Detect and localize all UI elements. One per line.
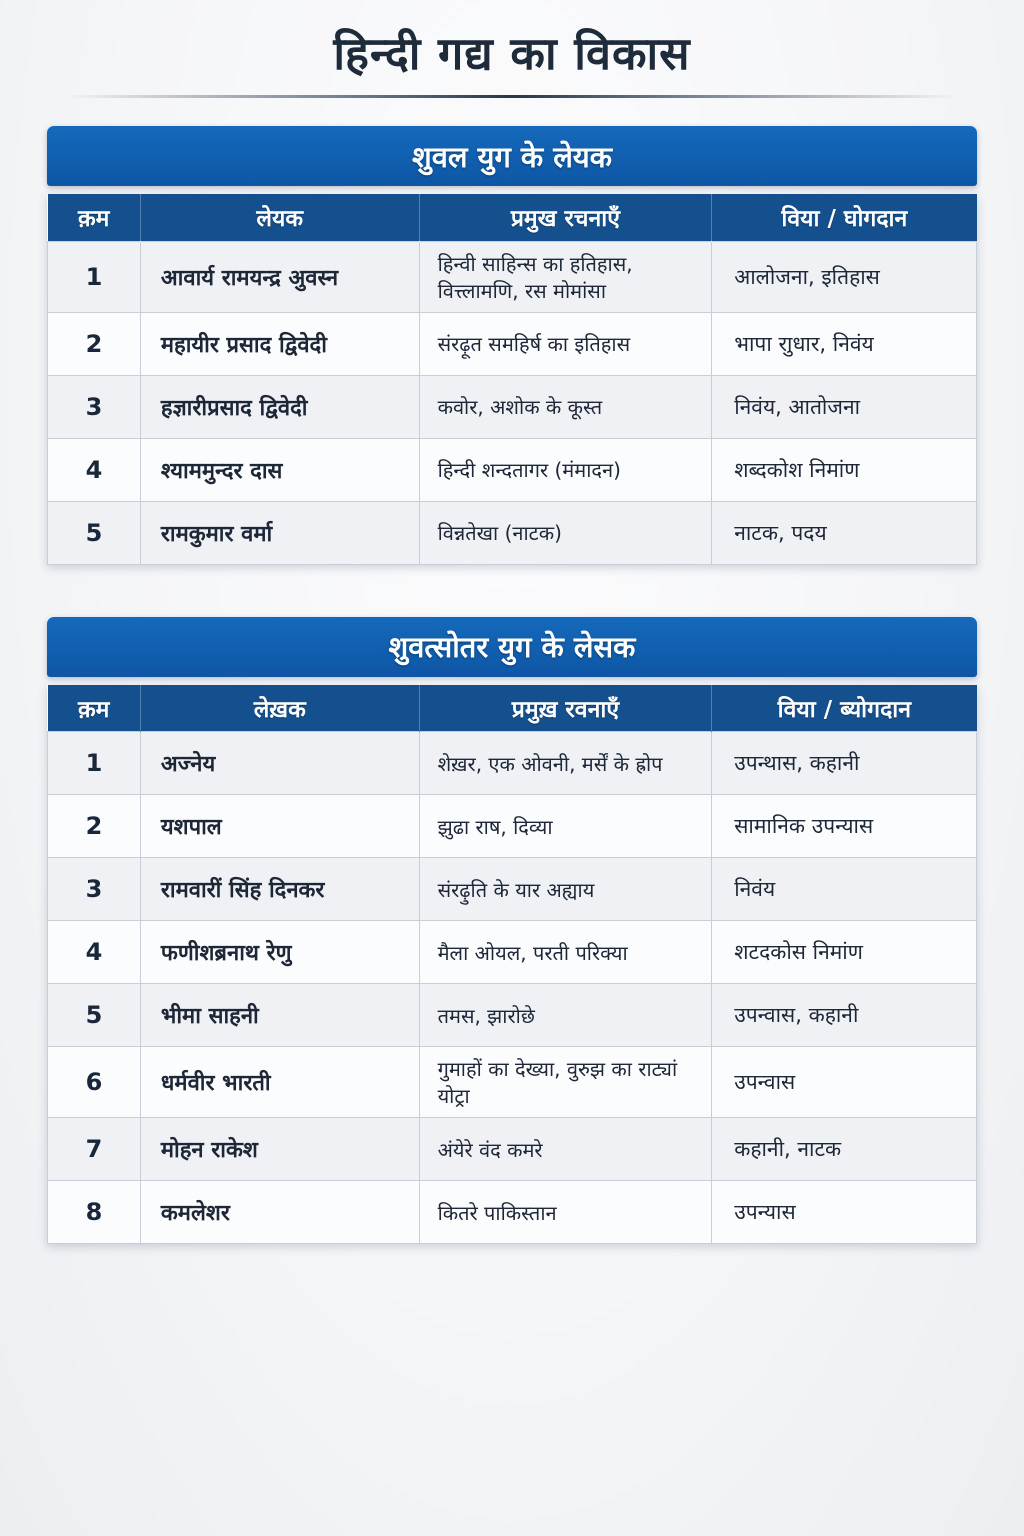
serial-cell: 5 — [47, 500, 141, 565]
works-cell: कितरे पाकिस्तान — [418, 1180, 713, 1244]
genre-cell: भापा राुधार, निवंय — [711, 311, 977, 376]
table-title-bar: शुवल युग के लेयक — [47, 126, 977, 186]
author-cell: रामवारीं सिंह दिनकर — [139, 857, 420, 921]
works-cell: कवोर, अशोक के कूस्त — [418, 374, 713, 439]
author-cell: आवार्य रामयन्द्र अुवस्न — [139, 240, 420, 313]
table-row: 1 अज्नेय शेख़र, एक ओवनी, मर्सें के ह्रोप उप… — [47, 731, 977, 795]
genre-cell: उपन्वास, कहानी — [711, 983, 977, 1047]
author-cell: धर्मवीर भारती — [139, 1046, 420, 1118]
works-cell: हिन्दी शन्दतागर (मंमादन) — [418, 437, 713, 502]
table-row: 3 रामवारीं सिंह दिनकर संरढ़ुति के यार अह्य… — [47, 857, 977, 921]
header-row: क़म लेख़क प्रमुख़ रवनाएँ विया / ब्योगदान — [47, 684, 977, 732]
genre-cell: उपन्यास — [711, 1180, 977, 1244]
works-cell: विन्नतेखा (नाटक) — [418, 500, 713, 565]
column-header: क़म — [47, 194, 141, 241]
genre-cell: उपन्थास, कहानी — [711, 731, 977, 795]
column-header: लेयक — [139, 194, 420, 241]
genre-cell: शटदकोस निमांण — [711, 920, 977, 984]
table-row: 4 श्याममुन्दर दास हिन्दी शन्दतागर (मंमादन)… — [47, 437, 977, 502]
works-cell: शेख़र, एक ओवनी, मर्सें के ह्रोप — [418, 731, 713, 795]
table-row: 8 कमलेशर कितरे पाकिस्तान उपन्यास — [47, 1180, 977, 1244]
table-title-bar: शुवत्सोतर युग के लेसक — [47, 616, 977, 677]
column-header: क़म — [47, 684, 141, 732]
works-cell: गुमाहों का देख्या, वुरुझ का राट्यां योट्… — [418, 1046, 713, 1118]
table-row: 5 भीमा साहनी तमस, झारोछे उपन्वास, कहानी — [47, 983, 977, 1047]
author-cell: यशपाल — [139, 794, 420, 858]
column-header: प्रमुख रचनाएँ — [418, 194, 712, 241]
title-divider — [65, 95, 959, 98]
genre-cell: आलोजना, इतिहास — [711, 240, 977, 313]
table-title: शुवल युग के लेयक — [412, 139, 612, 174]
genre-cell: सामानिक उपन्यास — [711, 794, 977, 858]
author-cell: मोहन राकेश — [139, 1117, 420, 1181]
serial-cell: 2 — [47, 311, 141, 376]
column-header: लेख़क — [139, 684, 420, 732]
author-cell: श्याममुन्दर दास — [139, 437, 420, 502]
writers-table-card: शुवत्सोतर युग के लेसक क़म लेख़क प्रमुख़ रव… — [47, 616, 977, 1244]
serial-cell: 7 — [47, 1117, 141, 1181]
serial-cell: 3 — [47, 857, 141, 921]
tables-container: शुवल युग के लेयक क़म लेयक प्रमुख रचनाएँ विय… — [47, 126, 977, 1244]
genre-cell: शब्दकोश निमांण — [711, 437, 977, 502]
table-row: 1 आवार्य रामयन्द्र अुवस्न हिन्वी साहिन्स क… — [47, 240, 977, 313]
author-cell: महायीर प्रसाद द्विवेदी — [139, 311, 420, 376]
page-title: हिन्दी गद्य का विकास — [333, 27, 691, 80]
serial-cell: 6 — [47, 1046, 141, 1118]
author-cell: हज्ञारीप्रसाद द्विवेदी — [139, 374, 420, 439]
works-cell: संरढ़ूत समहिर्ष का इतिहास — [418, 311, 713, 376]
serial-cell: 1 — [47, 240, 141, 313]
serial-cell: 2 — [47, 794, 141, 858]
writers-table: क़म लेयक प्रमुख रचनाएँ विया / घोगदान 1 आवार्… — [47, 194, 977, 565]
works-cell: मैला ओयल, परती परिक्या — [418, 920, 713, 984]
table-row: 3 हज्ञारीप्रसाद द्विवेदी कवोर, अशोक के कूस… — [47, 374, 977, 439]
page: हिन्दी गद्य का विकास शुवल युग के लेयक क़… — [47, 27, 977, 1244]
table-row: 2 महायीर प्रसाद द्विवेदी संरढ़ूत समहिर्ष क… — [47, 311, 977, 376]
serial-cell: 4 — [47, 920, 141, 984]
genre-cell: कहानी, नाटक — [711, 1117, 977, 1181]
column-header: विया / ब्योगदान — [711, 684, 977, 732]
author-cell: फणीशब्रनाथ रेणु — [139, 920, 420, 984]
header-row: क़म लेयक प्रमुख रचनाएँ विया / घोगदान — [47, 194, 977, 241]
author-cell: अज्नेय — [139, 731, 420, 795]
serial-cell: 5 — [47, 983, 141, 1047]
column-header: प्रमुख़ रवनाएँ — [418, 684, 712, 732]
works-cell: झुढा राष, दिव्या — [418, 794, 713, 858]
table-body: 1 आवार्य रामयन्द्र अुवस्न हिन्वी साहिन्स क… — [47, 240, 977, 565]
works-cell: अंयेरे वंद कमरे — [418, 1117, 713, 1181]
works-cell: संरढ़ुति के यार अह्याय — [418, 857, 713, 921]
author-cell: भीमा साहनी — [139, 983, 420, 1047]
works-cell: तमस, झारोछे — [418, 983, 713, 1047]
table-row: 5 रामकुमार वर्मा विन्नतेखा (नाटक) नाटक, पदय — [47, 500, 977, 565]
table-row: 6 धर्मवीर भारती गुमाहों का देख्या, वुरुझ क… — [47, 1046, 977, 1118]
genre-cell: नाटक, पदय — [711, 500, 977, 565]
table-body: 1 अज्नेय शेख़र, एक ओवनी, मर्सें के ह्रोप उप… — [47, 731, 977, 1244]
writers-table-card: शुवल युग के लेयक क़म लेयक प्रमुख रचनाएँ विय… — [47, 126, 977, 565]
table-row: 4 फणीशब्रनाथ रेणु मैला ओयल, परती परिक्या शट… — [47, 920, 977, 984]
table-row: 7 मोहन राकेश अंयेरे वंद कमरे कहानी, नाटक — [47, 1117, 977, 1181]
genre-cell: उपन्वास — [711, 1046, 977, 1118]
works-cell: हिन्वी साहिन्स का हतिहास, वित्त्लामणि, र… — [418, 240, 713, 313]
genre-cell: निवंय — [711, 857, 977, 921]
column-header: विया / घोगदान — [711, 194, 977, 241]
serial-cell: 8 — [47, 1180, 141, 1244]
table-title: शुवत्सोतर युग के लेसक — [388, 630, 636, 664]
serial-cell: 3 — [47, 374, 141, 439]
table-row: 2 यशपाल झुढा राष, दिव्या सामानिक उपन्यास — [47, 794, 977, 858]
genre-cell: निवंय, आतोजना — [711, 374, 977, 439]
author-cell: कमलेशर — [139, 1180, 420, 1244]
author-cell: रामकुमार वर्मा — [139, 500, 420, 565]
serial-cell: 4 — [47, 437, 141, 502]
serial-cell: 1 — [47, 731, 141, 795]
